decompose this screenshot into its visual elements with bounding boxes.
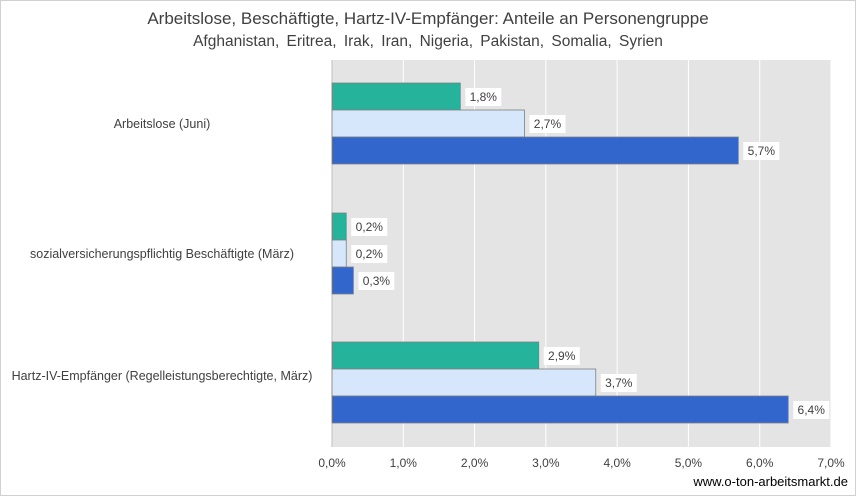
category-label-arbeitslose: Arbeitslose (Juni) (113, 117, 211, 131)
bar-2014 (331, 212, 347, 241)
data-label-box (351, 218, 388, 236)
bar-2015 (331, 239, 347, 268)
bar-2014 (331, 341, 540, 370)
data-label-box (743, 142, 780, 160)
bar-2016 (331, 136, 739, 165)
chart-title: Arbeitslose, Beschäftigte, Hartz-IV-Empf… (147, 9, 709, 28)
x-tick-label: 1,0% (390, 456, 418, 470)
bar-2016 (331, 395, 789, 424)
data-label: 3,7% (605, 376, 633, 390)
source-footer: www.o-ton-arbeitsmarkt.de (693, 474, 848, 489)
data-label: 2,9% (548, 349, 576, 363)
bar-2016 (331, 266, 354, 295)
bar-2014 (331, 82, 461, 111)
data-label-box (543, 347, 580, 365)
chart-subtitle: Afghanistan, Eritrea, Irak, Iran, Nigeri… (193, 33, 663, 50)
data-label: 0,2% (356, 247, 384, 261)
data-label-box (793, 401, 830, 419)
data-label-box (465, 88, 502, 106)
x-tick-label: 4,0% (603, 456, 631, 470)
data-label: 2,7% (534, 117, 562, 131)
x-tick-label: 0,0% (318, 456, 346, 470)
data-label: 0,2% (356, 220, 384, 234)
data-label: 5,7% (748, 144, 776, 158)
x-tick-label: 3,0% (532, 456, 560, 470)
bar-2015 (331, 109, 525, 138)
x-tick-label: 2,0% (461, 456, 489, 470)
category-label-beschaeftigte: sozialversicherungspflichtig Beschäftigt… (30, 247, 294, 261)
x-tick-label: 6,0% (746, 456, 774, 470)
x-tick-label: 5,0% (675, 456, 703, 470)
data-label-box (600, 374, 637, 392)
data-label: 6,4% (798, 403, 826, 417)
data-label-box (529, 115, 566, 133)
bar-2015 (331, 368, 597, 397)
x-tick-label: 7,0% (817, 456, 845, 470)
data-label: 0,3% (363, 274, 391, 288)
data-label: 1,8% (470, 90, 498, 104)
data-label-box (358, 272, 395, 290)
category-label-hartz-iv: Hartz-IV-Empfänger (Regelleistungsberech… (11, 369, 313, 383)
data-label-box (351, 245, 388, 263)
